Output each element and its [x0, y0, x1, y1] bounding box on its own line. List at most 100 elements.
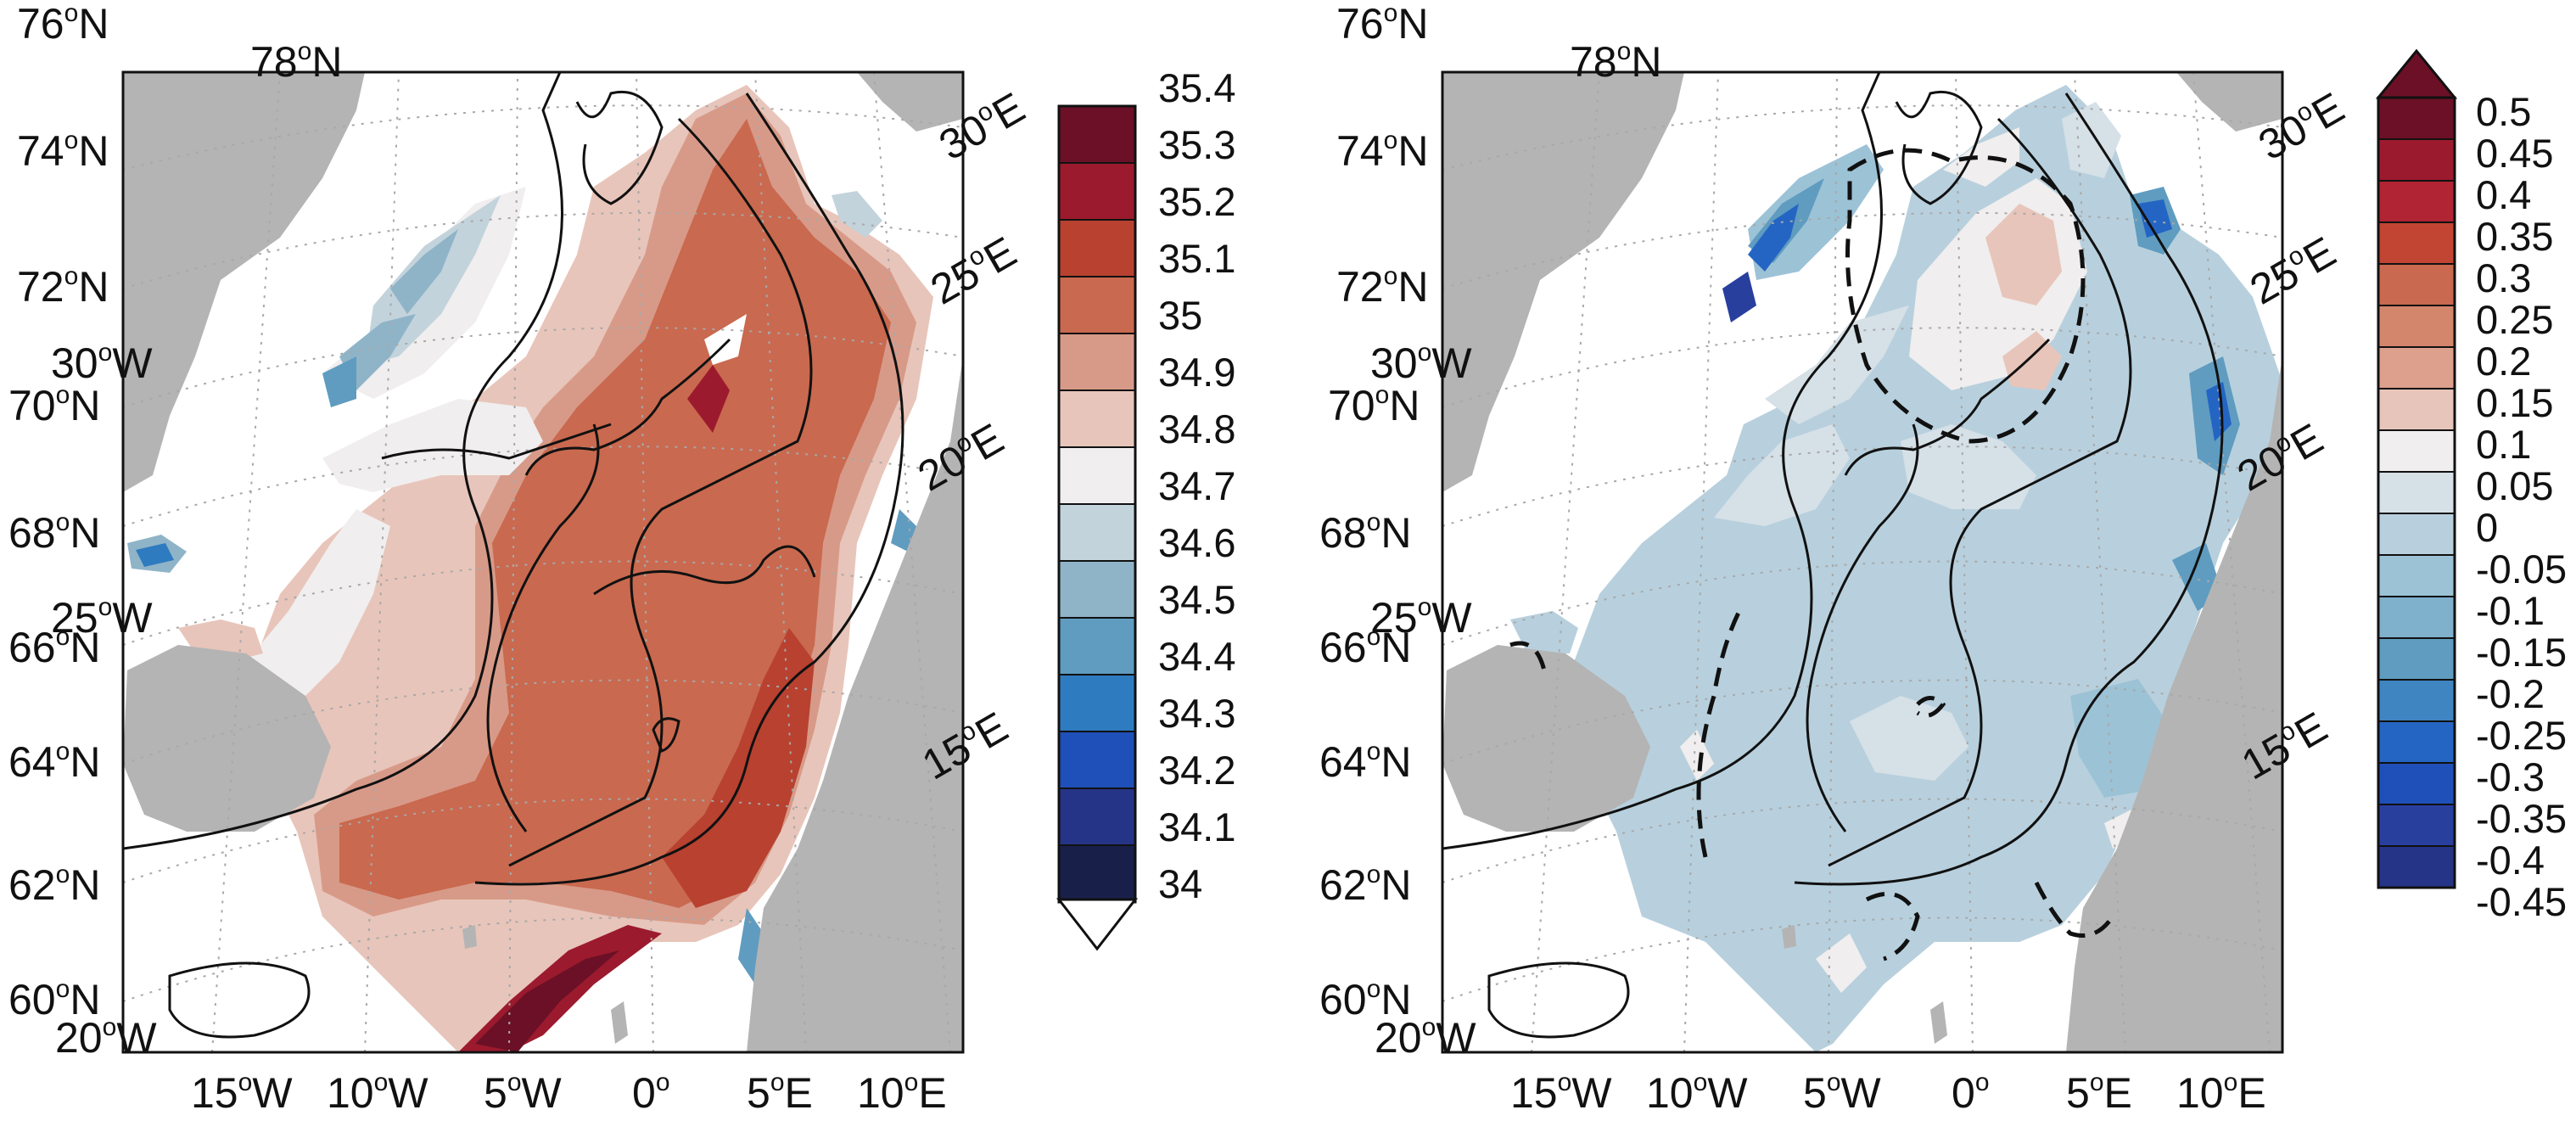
salinity-colorbar: 35.4 35.3 35.2 35.1 35 34.9 34.8 34.7 34.6 34.5 34…	[1056, 65, 1235, 951]
colorbar-tick-label: -0.3	[2476, 754, 2545, 799]
colorbar-color-box	[2377, 388, 2456, 431]
norway-landmass	[747, 356, 963, 1052]
lon-label-20w: 20oW	[1375, 1013, 1476, 1062]
zero-anomaly-dashed-contours	[1509, 148, 2115, 961]
greenland-landmass	[123, 72, 365, 492]
colorbar-tick-label: 0.5	[2476, 89, 2531, 134]
colorbar-color-box	[2377, 97, 2456, 140]
colorbar-color-box	[2377, 637, 2456, 681]
colorbar-tick-labels: 0.50.450.40.350.30.250.20.150.10.050-0.0…	[2476, 89, 2567, 924]
colorbar-tick-label: 34.6	[1158, 520, 1235, 565]
colorbar-tick-label: 34.1	[1158, 804, 1235, 849]
colorbar-color-box	[2377, 720, 2456, 764]
lon-label-15w: 15oW	[1510, 1068, 1612, 1117]
colorbar-tick-label: 0.05	[2476, 463, 2553, 508]
latitude-labels: 76oN 74oN 72oN 70oN 68oN 66oN 64oN 62oN …	[8, 0, 109, 1023]
colorbar-tick-label: 0.3	[2476, 255, 2531, 300]
lat-label-66: 66oN	[1319, 623, 1411, 671]
lat-label-76: 76oN	[17, 0, 109, 48]
colorbar-tick-label: 0.45	[2476, 131, 2553, 176]
colorbar-color-box	[1058, 844, 1136, 903]
colorbar-color-box	[1058, 446, 1136, 505]
lat-label-66: 66oN	[8, 623, 100, 671]
bathymetry-contours	[1442, 72, 2224, 1039]
lat-label-68: 68oN	[8, 508, 100, 557]
colorbar-color-boxes	[2377, 96, 2456, 889]
colorbar-tick-label: 34.8	[1158, 406, 1235, 451]
colorbar-color-boxes	[1057, 104, 1137, 904]
colorbar-color-box	[2377, 845, 2456, 888]
colorbar-color-box	[2377, 221, 2456, 265]
shetland-islands	[611, 1001, 628, 1044]
lon-label-30w: 30oW	[1370, 339, 1472, 387]
colorbar-tick-label: 35.3	[1158, 122, 1235, 167]
colorbar-color-box	[2377, 305, 2456, 348]
colorbar-color-box	[1058, 390, 1136, 448]
lon-label-5w: 5oW	[484, 1068, 563, 1117]
colorbar-tick-label: 35.2	[1158, 179, 1235, 224]
colorbar-tick-label: 35.1	[1158, 236, 1235, 281]
lon-label-10w: 10oW	[1646, 1068, 1748, 1117]
lon-label-78: 78oN	[1570, 37, 1661, 86]
lon-label-20w: 20oW	[55, 1013, 157, 1062]
lat-label-72: 72oN	[1336, 262, 1428, 311]
greenland-landmass	[1442, 72, 1684, 492]
latitude-labels: 76oN 74oN 72oN 70oN 68oN 66oN 64oN 62oN …	[1319, 0, 1428, 1023]
lat-label-64: 64oN	[1319, 737, 1411, 786]
colorbar-color-box	[2377, 596, 2456, 639]
lat-label-60: 60oN	[1319, 975, 1411, 1023]
colorbar-extension-max-triangle	[2375, 48, 2458, 99]
colorbar-color-box	[2377, 762, 2456, 805]
colorbar-tick-label: 34.3	[1158, 691, 1235, 736]
svalbard-landmass	[2176, 72, 2282, 132]
faroe-islands	[462, 925, 477, 949]
colorbar-tick-label: -0.1	[2476, 588, 2545, 633]
iceland-landmass	[1442, 645, 1650, 832]
colorbar-tick-label: -0.35	[2476, 796, 2567, 841]
longitude-labels: 78oN 30oW 25oW 20oW 15oW 10oW 5oW 0o 5oE…	[1370, 37, 2352, 1117]
colorbar-color-box	[1058, 105, 1136, 164]
lat-label-70: 70oN	[1328, 381, 1420, 429]
lon-label-5e: 5oE	[747, 1068, 813, 1117]
colorbar-frame	[2377, 96, 2456, 889]
colorbar-tick-label: 35.4	[1158, 65, 1235, 110]
lon-label-10e: 10oE	[2176, 1068, 2266, 1117]
colorbar-extension-min-triangle	[1056, 898, 1139, 951]
lon-label-15w: 15oW	[191, 1068, 293, 1117]
colorbar-color-box	[1058, 276, 1136, 334]
map-frame	[121, 70, 965, 1054]
bathymetry-contours	[123, 72, 904, 1039]
lat-label-68: 68oN	[1319, 508, 1411, 557]
colorbar-tick-label: 0.2	[2476, 339, 2531, 384]
lat-label-64: 64oN	[8, 737, 100, 786]
lat-label-74: 74oN	[17, 126, 109, 175]
colorbar-color-box	[1058, 617, 1136, 675]
colorbar-tick-label: -0.4	[2476, 838, 2545, 883]
colorbar-color-box	[2377, 554, 2456, 597]
colorbar-tick-label: 0.1	[2476, 422, 2531, 467]
lat-label-62: 62oN	[8, 860, 100, 909]
colorbar-color-box	[1058, 219, 1136, 277]
land-masses	[123, 72, 963, 1052]
colorbar-tick-label: 0.35	[2476, 214, 2553, 259]
colorbar-color-box	[2377, 346, 2456, 390]
colorbar-color-box	[1058, 503, 1136, 562]
graticule	[1442, 72, 2282, 1052]
colorbar-color-box	[1058, 788, 1136, 846]
colorbar-tick-label: 0	[2476, 505, 2498, 550]
colorbar-color-box	[1058, 560, 1136, 619]
lat-label-62: 62oN	[1319, 860, 1411, 909]
lat-label-70: 70oN	[8, 381, 100, 429]
lat-label-76: 76oN	[1336, 0, 1428, 48]
colorbar-color-box	[2377, 429, 2456, 473]
lat-label-74: 74oN	[1336, 126, 1428, 175]
colorbar-color-box	[2377, 471, 2456, 514]
colorbar-tick-label: 34.2	[1158, 748, 1235, 793]
colorbar-color-box	[2377, 513, 2456, 556]
colorbar-color-box	[2377, 138, 2456, 182]
colorbar-color-box	[2377, 263, 2456, 306]
colorbar-tick-label: 0.4	[2476, 172, 2531, 217]
colorbar-color-box	[1058, 162, 1136, 221]
lon-label-30w: 30oW	[51, 339, 153, 387]
